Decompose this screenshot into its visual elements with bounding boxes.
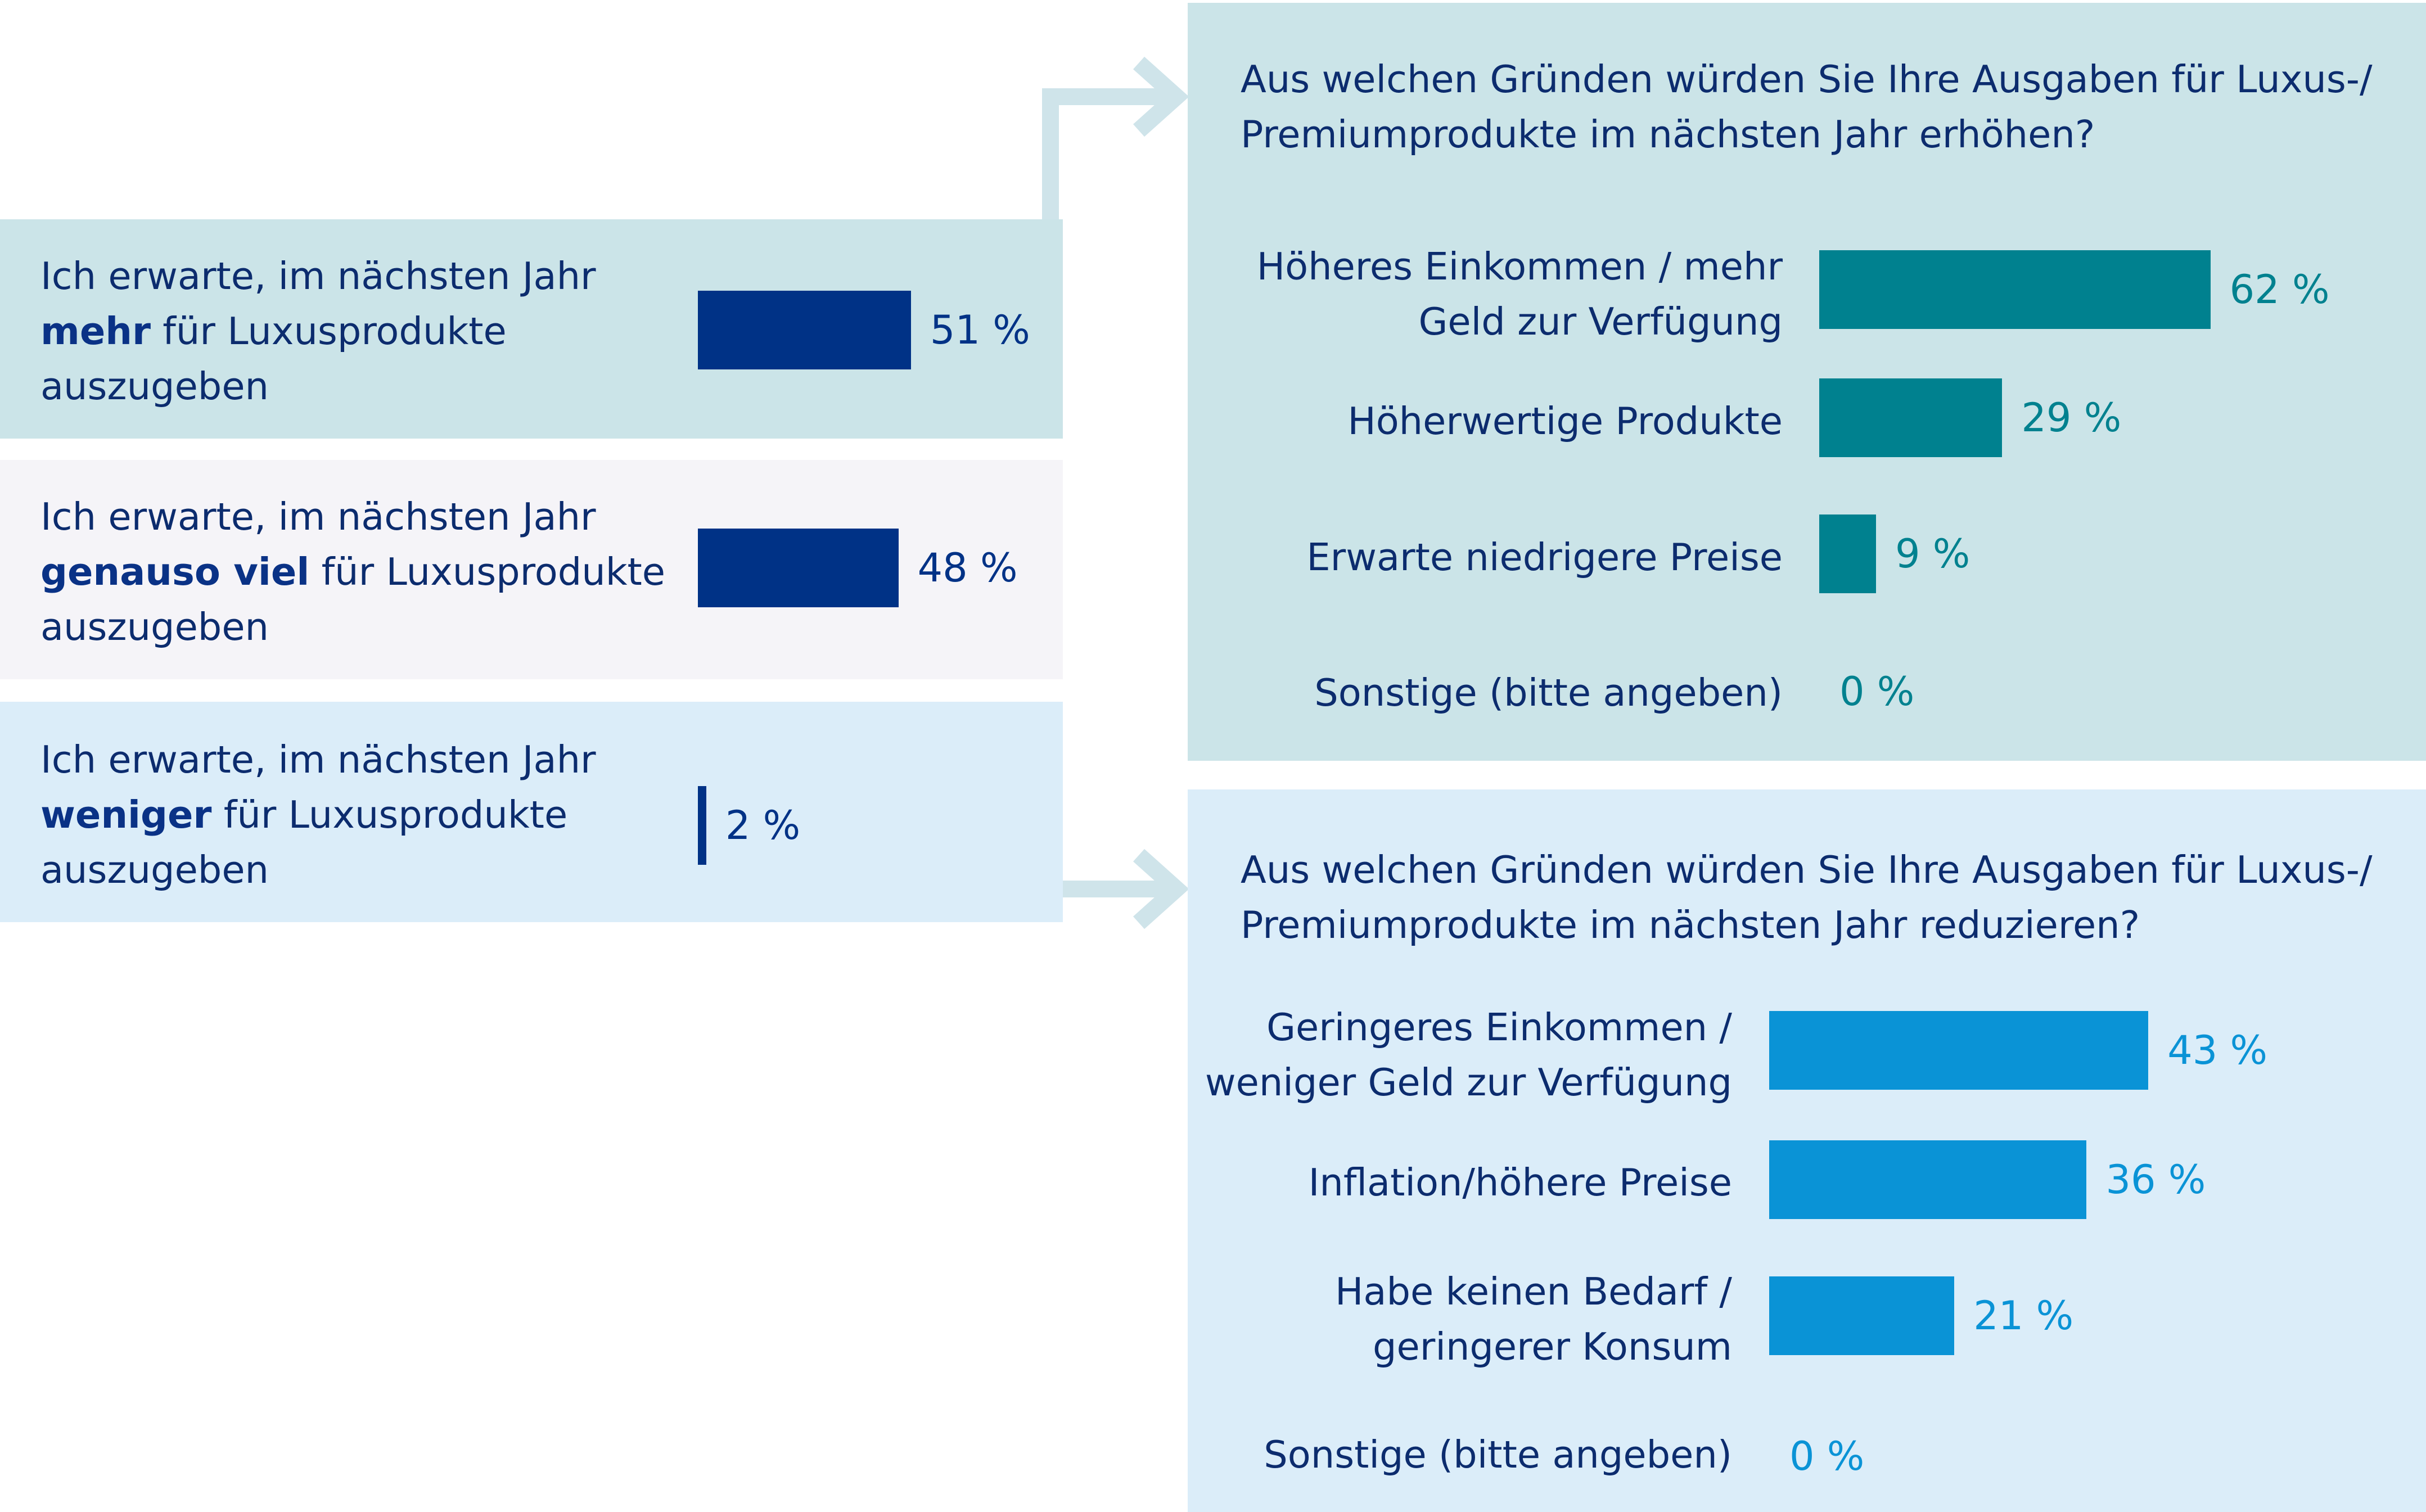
bar-less	[698, 786, 706, 865]
bottom-value-1: 36 %	[2105, 1157, 2206, 1203]
top-bar-1	[1819, 378, 2003, 457]
top-bar-2	[1819, 514, 1876, 593]
bottom-bar-1	[1769, 1140, 2087, 1219]
top-value-3: 0 %	[1839, 669, 1915, 715]
top-label-0: Höheres Einkommen / mehr Geld zur Verfüg…	[1256, 245, 1783, 344]
bottom-value-0: 43 %	[2167, 1027, 2268, 1073]
top-value-2: 9 %	[1895, 531, 1970, 577]
bottom-value-2: 21 %	[1973, 1293, 2074, 1339]
connector-arrow-less	[1062, 848, 1189, 929]
question-increase: Aus welchen Gründen würden Sie Ihre Ausg…	[1241, 57, 2373, 156]
top-value-1: 29 %	[2021, 395, 2122, 441]
top-label-1: Höherwertige Produkte	[1347, 399, 1783, 443]
top-label-3: Sonstige (bitte angeben)	[1314, 671, 1783, 715]
value-same: 48 %	[917, 545, 1018, 591]
bottom-bar-2	[1769, 1276, 1955, 1355]
bottom-value-3: 0 %	[1789, 1433, 1865, 1479]
bottom-label-0: Geringeres Einkommen / weniger Geld zur …	[1205, 1005, 1732, 1104]
bottom-label-2: Habe keinen Bedarf / geringerer Konsum	[1335, 1270, 1732, 1369]
bottom-label-3: Sonstige (bitte angeben)	[1264, 1433, 1732, 1477]
connector-arrow-more	[1042, 56, 1189, 222]
top-label-2: Erwarte niedrigere Preise	[1306, 535, 1783, 579]
bottom-bar-0	[1769, 1011, 2149, 1090]
question-reduce: Aus welchen Gründen würden Sie Ihre Ausg…	[1241, 848, 2373, 947]
top-value-0: 62 %	[2229, 267, 2330, 313]
top-bar-0	[1819, 250, 2211, 329]
bottom-label-1: Inflation/höhere Preise	[1308, 1161, 1732, 1204]
value-less: 2 %	[725, 802, 801, 848]
bar-more	[698, 291, 911, 369]
left-label-more: Ich erwarte, im nächsten Jahr mehr für L…	[40, 254, 596, 408]
panel-increase-reasons	[1188, 3, 2426, 761]
left-label-less: Ich erwarte, im nächsten Jahr weniger fü…	[40, 738, 596, 892]
bar-same	[698, 529, 899, 607]
value-more: 51 %	[930, 307, 1030, 353]
panel-less	[0, 702, 1063, 922]
left-label-same: Ich erwarte, im nächsten Jahr genauso vi…	[40, 495, 666, 649]
